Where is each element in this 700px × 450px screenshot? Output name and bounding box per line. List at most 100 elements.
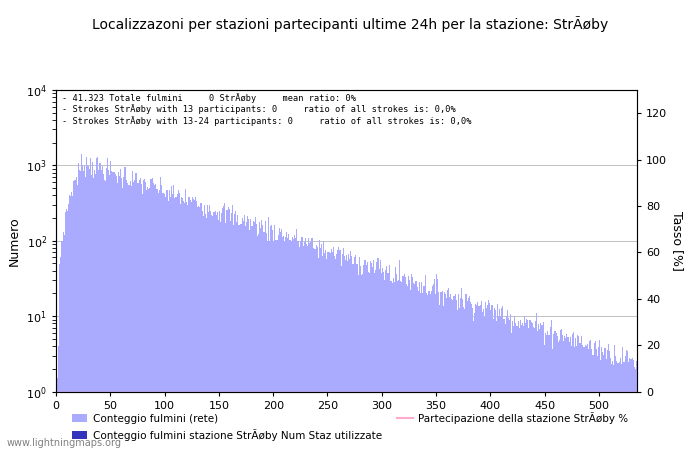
Bar bbox=[588, 349, 589, 450]
Bar bbox=[274, 225, 275, 450]
Bar bbox=[373, 260, 374, 450]
Bar bbox=[292, 238, 293, 450]
Bar bbox=[576, 346, 578, 450]
Bar bbox=[496, 321, 497, 450]
Bar bbox=[304, 238, 306, 450]
Bar bbox=[369, 274, 370, 450]
Bar bbox=[621, 364, 622, 450]
Bar bbox=[222, 208, 223, 450]
Bar bbox=[370, 261, 371, 450]
Bar bbox=[182, 198, 183, 450]
Bar bbox=[273, 241, 274, 450]
Bar bbox=[556, 336, 558, 450]
Bar bbox=[403, 274, 405, 450]
Bar bbox=[463, 307, 464, 450]
Bar bbox=[271, 225, 272, 450]
Bar bbox=[80, 171, 81, 450]
Bar bbox=[300, 241, 302, 450]
Bar bbox=[590, 340, 592, 450]
Bar bbox=[383, 272, 384, 450]
Bar bbox=[395, 267, 396, 450]
Bar bbox=[137, 183, 139, 450]
Bar bbox=[517, 321, 519, 450]
Bar bbox=[216, 215, 217, 450]
Bar bbox=[491, 305, 493, 450]
Bar bbox=[102, 166, 103, 450]
Bar bbox=[176, 194, 178, 450]
Bar bbox=[286, 232, 287, 450]
Bar bbox=[402, 276, 403, 450]
Bar bbox=[627, 351, 629, 450]
Bar bbox=[448, 288, 449, 450]
Bar bbox=[529, 320, 531, 450]
Bar bbox=[221, 213, 222, 450]
Bar bbox=[231, 213, 232, 450]
Bar bbox=[160, 177, 161, 450]
Bar bbox=[56, 392, 57, 450]
Bar bbox=[547, 331, 548, 450]
Bar bbox=[346, 256, 347, 450]
Bar bbox=[419, 282, 420, 450]
Bar bbox=[321, 244, 322, 450]
Bar bbox=[331, 249, 332, 450]
Bar bbox=[99, 163, 101, 450]
Bar bbox=[573, 333, 574, 450]
Bar bbox=[218, 220, 219, 450]
Bar bbox=[93, 178, 94, 450]
Bar bbox=[217, 212, 218, 450]
Bar bbox=[580, 336, 582, 450]
Bar bbox=[258, 234, 259, 450]
Bar bbox=[247, 216, 248, 450]
Bar bbox=[85, 176, 86, 450]
Bar bbox=[406, 284, 407, 450]
Bar bbox=[256, 224, 257, 450]
Bar bbox=[411, 274, 412, 450]
Bar bbox=[559, 340, 560, 450]
Bar bbox=[363, 265, 365, 450]
Bar bbox=[358, 275, 359, 450]
Bar bbox=[267, 241, 268, 450]
Bar bbox=[597, 356, 598, 450]
Bar bbox=[115, 175, 116, 450]
Bar bbox=[212, 216, 214, 450]
Bar bbox=[474, 313, 475, 450]
Bar bbox=[379, 260, 381, 450]
Bar bbox=[398, 280, 399, 450]
Bar bbox=[432, 286, 433, 450]
Bar bbox=[552, 349, 554, 450]
Bar bbox=[624, 363, 625, 450]
Bar bbox=[298, 241, 300, 450]
Bar bbox=[318, 240, 320, 450]
Bar bbox=[531, 322, 532, 450]
Bar bbox=[350, 251, 351, 450]
Bar bbox=[400, 280, 401, 450]
Bar bbox=[619, 362, 620, 450]
Bar bbox=[333, 247, 334, 450]
Bar bbox=[365, 265, 367, 450]
Bar bbox=[145, 182, 146, 450]
Bar bbox=[599, 340, 600, 450]
Bar bbox=[229, 209, 230, 450]
Bar bbox=[105, 181, 106, 450]
Bar bbox=[361, 275, 362, 450]
Bar bbox=[348, 254, 349, 450]
Bar bbox=[332, 252, 333, 450]
Bar bbox=[347, 261, 348, 450]
Bar bbox=[511, 333, 512, 450]
Bar bbox=[558, 342, 559, 450]
Bar bbox=[407, 286, 408, 450]
Bar bbox=[94, 170, 95, 450]
Bar bbox=[422, 293, 423, 450]
Bar bbox=[171, 186, 172, 450]
Bar bbox=[489, 303, 491, 450]
Bar bbox=[528, 328, 529, 450]
Bar bbox=[183, 201, 184, 450]
Bar bbox=[95, 174, 96, 450]
Bar bbox=[523, 325, 524, 450]
Bar bbox=[57, 378, 58, 450]
Bar bbox=[469, 296, 470, 450]
Bar bbox=[117, 183, 118, 450]
Bar bbox=[288, 234, 290, 450]
Bar bbox=[601, 347, 602, 450]
Bar bbox=[74, 180, 76, 450]
